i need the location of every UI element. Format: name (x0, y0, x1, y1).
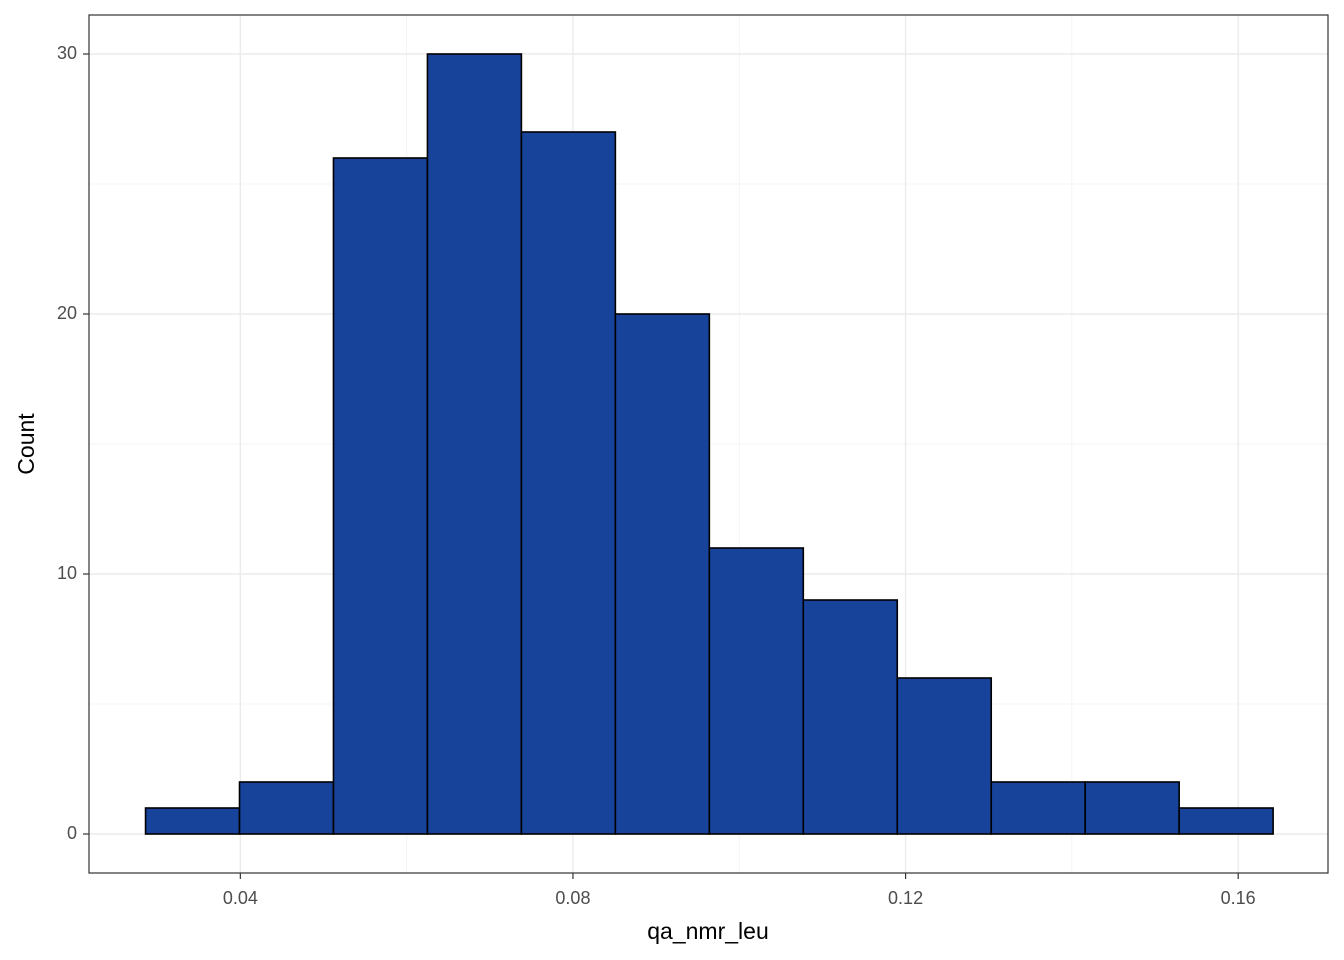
bar (144, 807, 241, 835)
y-tick-label: 0 (67, 823, 77, 843)
bar (802, 599, 899, 835)
panel-border (88, 14, 1329, 874)
x-tick-label: 0.04 (223, 888, 258, 908)
bar (1084, 781, 1180, 835)
bar (520, 131, 617, 835)
y-tick-label: 20 (57, 303, 77, 323)
x-tick-label: 0.08 (555, 888, 590, 908)
x-axis-label: qa_nmr_leu (647, 918, 768, 944)
x-tick-label: 0.12 (888, 888, 923, 908)
bar (332, 157, 429, 835)
y-axis-label: Count (13, 413, 39, 475)
y-tick-label: 10 (57, 563, 77, 583)
bar (614, 313, 711, 835)
bar (990, 781, 1086, 835)
y-tick-label: 30 (57, 43, 77, 63)
bars (144, 53, 1274, 835)
bar (896, 677, 993, 835)
bar (426, 53, 523, 835)
bar (708, 547, 805, 835)
x-tick-label: 0.16 (1221, 888, 1256, 908)
bar (238, 781, 335, 835)
axes: 0.04 0.08 0.12 0.16 0 10 20 30 (57, 43, 1256, 908)
bar (1178, 807, 1274, 835)
